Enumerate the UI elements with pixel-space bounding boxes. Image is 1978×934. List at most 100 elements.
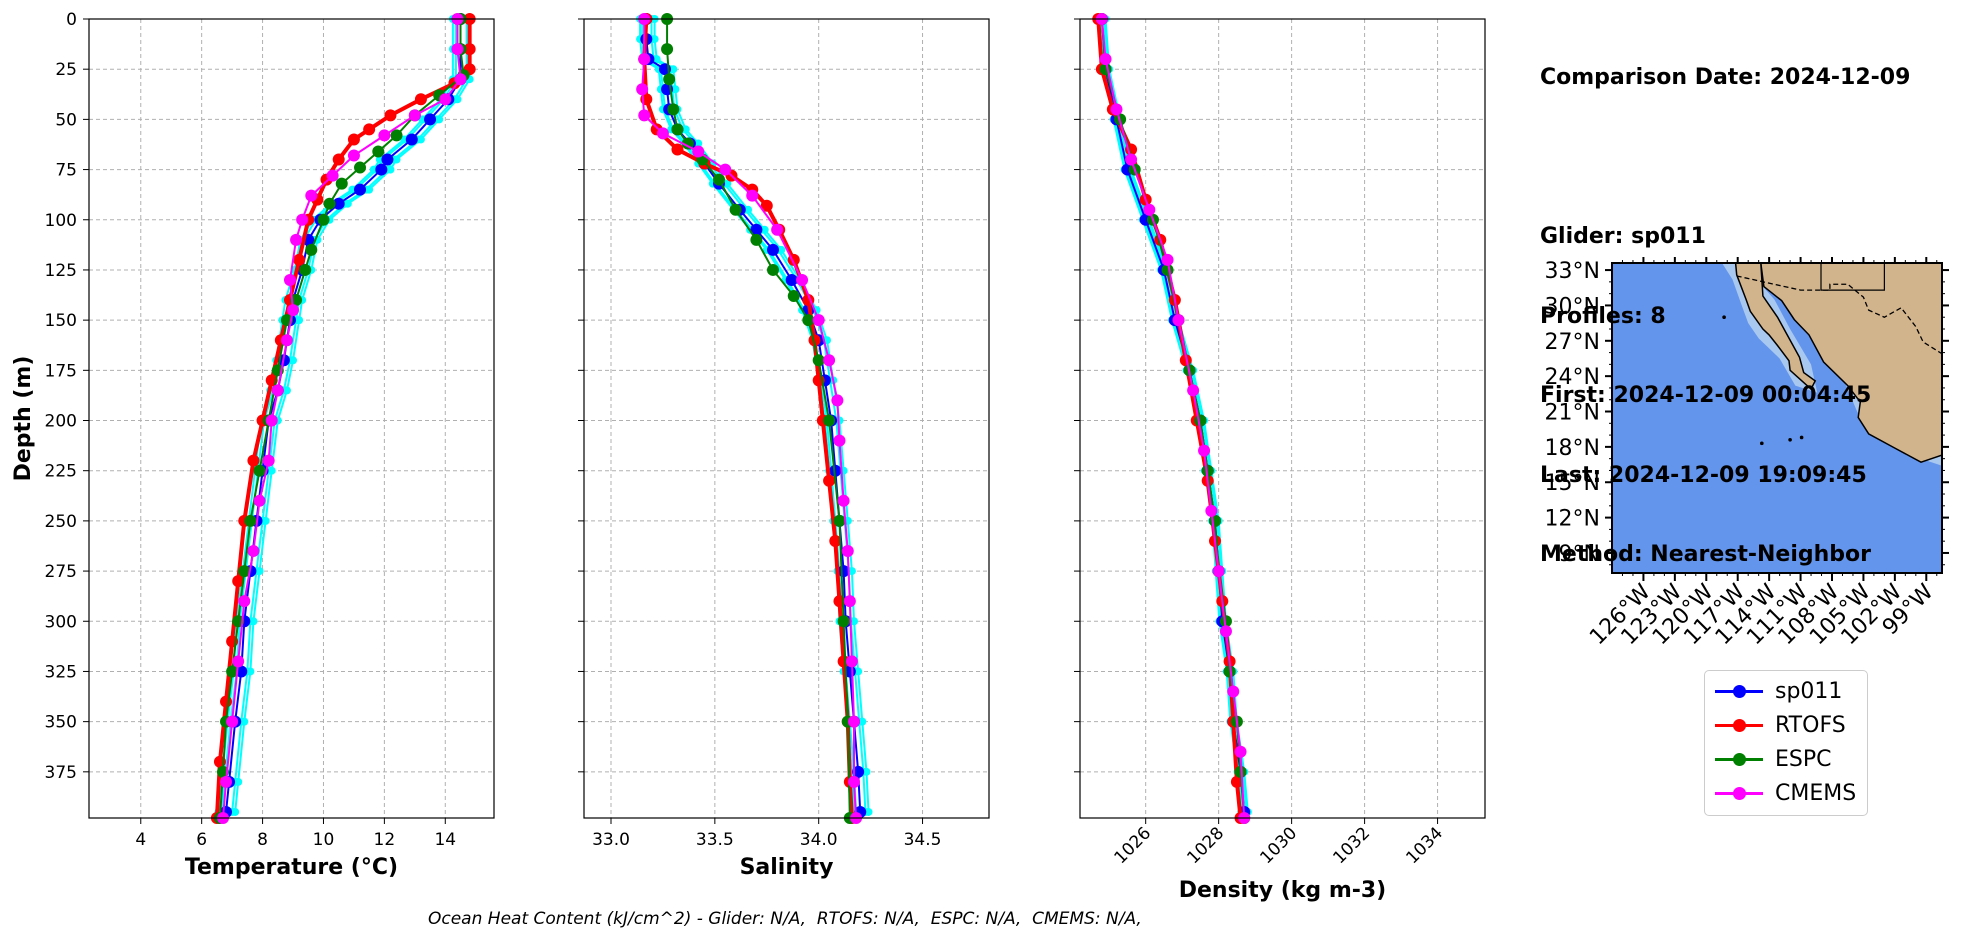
data-point-cmems [1099, 53, 1112, 66]
glider-profile-line [234, 19, 471, 813]
data-point-cmems [719, 163, 732, 176]
data-point-espc [244, 514, 257, 527]
data-point-rtofs [837, 655, 850, 668]
series-line-rtofs [214, 19, 472, 819]
last-time: Last: 2024-12-09 19:09:45 [1540, 462, 1867, 488]
y-tick-label: 275 [45, 562, 77, 582]
data-point-cmems [220, 775, 233, 788]
data-point-rtofs [332, 153, 345, 166]
data-point-sp011 [785, 273, 798, 286]
data-point-cmems [1110, 103, 1123, 116]
x-tick-label: 1026 [1110, 823, 1155, 868]
island-icon [1722, 315, 1726, 320]
data-point-rtofs [829, 534, 842, 547]
lat-label: 18°N [1545, 436, 1600, 461]
data-point-cmems [247, 544, 260, 557]
data-point-espc [661, 43, 674, 56]
y-tick-label: 250 [45, 512, 77, 532]
data-point-cmems [746, 189, 759, 202]
data-point-cmems [812, 314, 825, 327]
data-point-espc [729, 203, 742, 216]
ohc-footnote: Ocean Heat Content (kJ/cm^2) - Glider: N… [428, 909, 1142, 929]
y-tick-label: 75 [55, 161, 77, 181]
profile-count: Profiles: 8 [1540, 303, 1666, 329]
data-point-espc [667, 103, 680, 116]
data-point-rtofs [760, 199, 773, 212]
data-point-espc [1234, 765, 1247, 778]
glider-name: Glider: sp011 [1540, 224, 1706, 249]
data-point-cmems [845, 655, 858, 668]
x-tick-label: 1030 [1256, 823, 1301, 868]
data-point-cmems [347, 149, 360, 162]
data-point-espc [1201, 464, 1214, 477]
data-point-cmems [1161, 253, 1174, 266]
legend-line-icon [1715, 752, 1763, 766]
data-point-cmems [1234, 745, 1247, 758]
data-point-espc [767, 263, 779, 276]
data-point-cmems [296, 213, 309, 226]
data-point-cmems [271, 384, 284, 397]
data-point-cmems [1187, 384, 1200, 397]
data-point-espc [317, 213, 330, 226]
legend-line-icon [1715, 718, 1763, 732]
data-point-cmems [1227, 685, 1240, 698]
data-point-sp011 [354, 183, 367, 196]
x-tick-label: 1028 [1183, 823, 1228, 868]
y-tick-label: 175 [45, 361, 77, 381]
data-point-cmems [283, 273, 296, 286]
data-point-espc [354, 161, 367, 174]
temperature-panel: 4 6 8 10 12 14 0 25 50 75 100 125 150 175 200 225 250 275… [11, 10, 495, 880]
data-point-cmems [848, 715, 860, 728]
data-point-rtofs [293, 253, 306, 266]
data-point-sp011 [829, 464, 842, 477]
x-tick-label: 4 [135, 830, 146, 850]
legend: sp011 RTOFS ESPC CMEMS [1704, 670, 1868, 816]
lat-label: 27°N [1545, 330, 1600, 355]
data-point-rtofs [823, 474, 836, 487]
data-point-rtofs [347, 133, 360, 146]
data-point-cmems [771, 223, 784, 236]
y-tick-label: 50 [55, 110, 77, 130]
data-point-rtofs [671, 143, 684, 156]
y-tick-label: 375 [45, 763, 77, 783]
x-tick-label: 33.0 [592, 830, 630, 850]
data-point-espc [1223, 665, 1236, 678]
data-point-cmems [692, 145, 705, 158]
data-point-espc [787, 290, 800, 303]
x-axis-label: Salinity [740, 855, 834, 880]
data-point-rtofs [232, 575, 245, 588]
y-tick-label: 350 [45, 713, 77, 733]
data-point-espc [812, 354, 825, 367]
data-point-cmems [1219, 625, 1232, 638]
data-point-cmems [262, 454, 275, 467]
x-tick-label: 1032 [1329, 823, 1374, 868]
data-point-cmems [1205, 504, 1218, 517]
data-point-cmems [265, 414, 278, 427]
data-point-espc [253, 464, 266, 477]
method: Method: Nearest-Neighbor [1540, 542, 1871, 567]
x-tick-label: 34.0 [800, 830, 838, 850]
data-point-sp011 [381, 153, 394, 166]
data-point-espc [802, 314, 815, 327]
y-tick-label: 300 [45, 612, 77, 632]
data-point-espc [238, 565, 251, 578]
data-point-cmems [636, 83, 649, 96]
data-point-cmems [656, 127, 669, 140]
data-point-espc [299, 263, 312, 276]
y-tick-label: 225 [45, 462, 77, 482]
data-point-cmems [287, 304, 300, 317]
first-time: First: 2024-12-09 00:04:45 [1540, 383, 1872, 408]
data-point-cmems [238, 595, 251, 608]
data-point-cmems [1143, 203, 1156, 216]
data-point-espc [1194, 414, 1207, 427]
data-point-espc [681, 137, 694, 150]
x-axis-label: Density (kg m-3) [1179, 878, 1387, 903]
axes-frame [88, 18, 495, 819]
data-point-espc [390, 129, 403, 142]
data-point-espc [335, 177, 348, 190]
data-point-cmems [378, 129, 391, 142]
comparison-date: Comparison Date: 2024-12-09 [1540, 65, 1911, 90]
data-point-cmems [796, 273, 809, 286]
y-tick-label: 25 [55, 60, 77, 80]
data-point-espc [713, 173, 725, 186]
